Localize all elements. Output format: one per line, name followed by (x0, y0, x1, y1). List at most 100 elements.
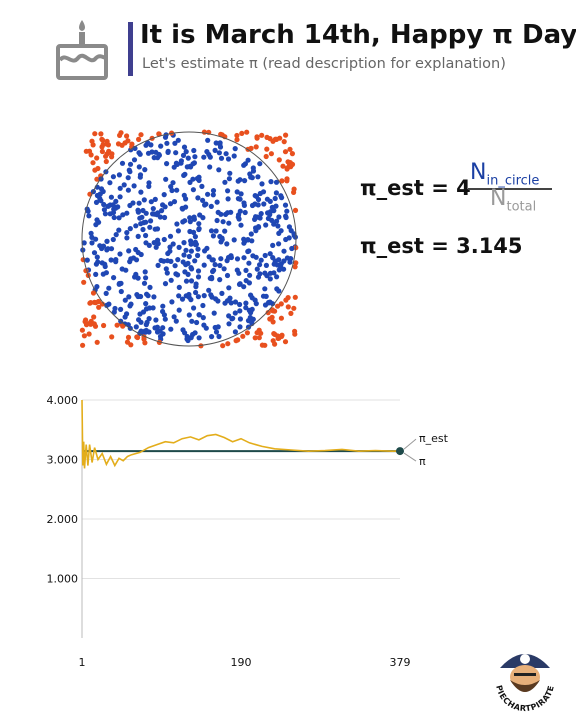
inside-point (194, 319, 200, 326)
inside-point (188, 241, 194, 247)
inside-point (182, 330, 188, 336)
inside-point (147, 284, 153, 290)
inside-point (108, 257, 114, 263)
outside-point (259, 132, 265, 138)
inside-point (238, 191, 244, 197)
inside-point (271, 221, 277, 227)
inside-point (222, 179, 228, 185)
inside-point (263, 262, 269, 268)
inside-point (195, 274, 202, 280)
outside-point (280, 163, 286, 169)
inside-point (111, 214, 117, 221)
inside-point (267, 251, 273, 257)
inside-point (151, 294, 157, 300)
inside-point (236, 281, 243, 287)
outside-point (86, 331, 92, 337)
inside-point (176, 293, 182, 299)
inside-point (171, 164, 177, 170)
outside-point (92, 131, 98, 137)
inside-point (195, 195, 201, 201)
inside-point (179, 205, 185, 211)
formula-denominator: Ntotal (490, 186, 537, 215)
outside-point (289, 151, 295, 157)
inside-point (276, 214, 282, 220)
inside-point (287, 259, 293, 265)
inside-point (225, 188, 231, 194)
inside-point (95, 259, 101, 265)
inside-point (168, 326, 174, 332)
inside-point (231, 237, 237, 243)
inside-point (200, 315, 206, 321)
inside-point (262, 286, 268, 292)
inside-point (243, 267, 249, 273)
unit-circle (81, 131, 297, 347)
inside-point (113, 259, 119, 265)
inside-point (163, 266, 169, 272)
inside-point (88, 230, 94, 236)
inside-point (164, 140, 170, 146)
outside-point (90, 160, 96, 166)
outside-point (262, 342, 268, 348)
inside-point (169, 299, 175, 305)
inside-point (121, 182, 127, 188)
inside-point (281, 248, 287, 254)
inside-point (188, 297, 194, 303)
inside-point (267, 276, 273, 282)
inside-point (131, 157, 138, 163)
inside-point (203, 201, 209, 207)
inside-point (192, 234, 198, 240)
y-tick-label: 4.000 (47, 394, 79, 407)
outside-point (244, 330, 250, 336)
inside-point (103, 290, 109, 296)
outside-point (285, 304, 291, 310)
inside-point (94, 254, 100, 260)
inside-point (118, 306, 124, 312)
inside-point (183, 196, 189, 202)
inside-point (273, 190, 279, 196)
outside-point (79, 327, 85, 333)
outside-point (124, 339, 131, 345)
page-title: It is March 14th, Happy π Day! (140, 20, 576, 50)
inside-point (267, 198, 273, 204)
inside-point (210, 188, 217, 194)
inside-point (108, 246, 115, 252)
inside-point (281, 258, 287, 264)
inside-point (145, 293, 151, 299)
inside-point (185, 155, 191, 161)
outside-point (100, 137, 106, 143)
inside-point (191, 160, 197, 166)
inside-point (171, 199, 178, 205)
inside-point (184, 164, 190, 170)
inside-point (175, 137, 181, 143)
inside-point (226, 220, 232, 226)
inside-point (138, 189, 144, 195)
inside-point (101, 201, 107, 208)
inside-point (205, 191, 211, 197)
inside-point (122, 314, 128, 320)
inside-point (215, 324, 221, 330)
title-accent-bar (128, 22, 133, 76)
inside-point (143, 301, 149, 307)
inside-point (231, 153, 237, 159)
outside-point (254, 330, 260, 336)
inside-point (193, 281, 199, 287)
cake-icon (52, 14, 112, 80)
inside-point (103, 270, 109, 276)
inside-point (276, 241, 282, 247)
inside-point (283, 214, 289, 221)
inside-point (250, 168, 257, 174)
inside-point (147, 224, 153, 230)
inside-point (151, 155, 157, 161)
outside-point (101, 322, 107, 329)
outside-point (103, 153, 109, 159)
inside-point (243, 278, 249, 284)
outside-point (95, 165, 101, 172)
inside-point (191, 229, 197, 235)
inside-point (263, 222, 269, 228)
outside-point (253, 144, 259, 150)
inside-point (225, 254, 232, 261)
inside-point (146, 329, 152, 335)
formula-numerator: Nin_circle (470, 160, 540, 189)
inside-point (208, 228, 215, 234)
inside-point (163, 176, 169, 182)
